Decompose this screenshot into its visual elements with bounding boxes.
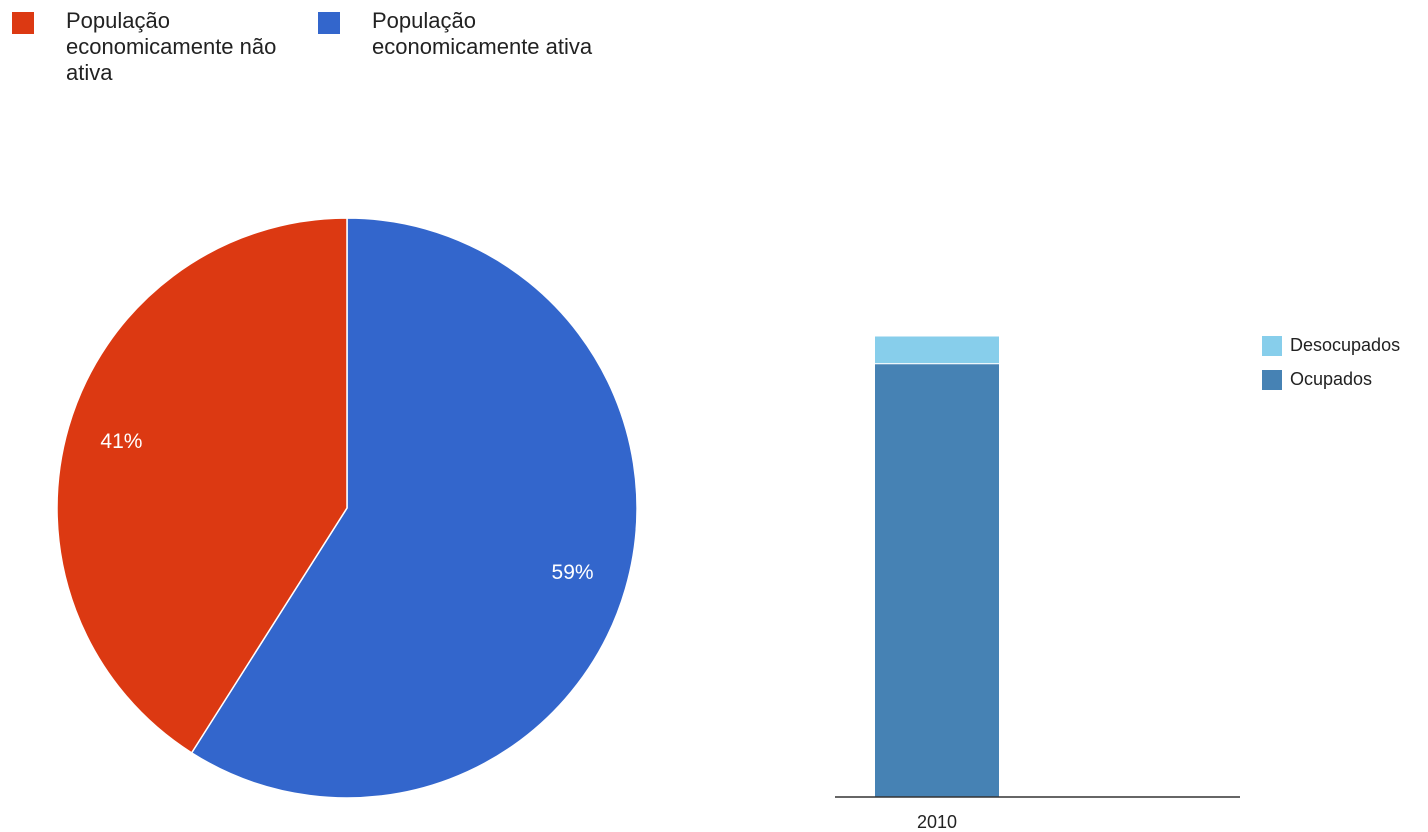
bar-segment [874,363,1000,798]
bar-segment [874,335,1000,365]
legend-label: População economicamente não ativa [66,8,277,85]
x-tick-label: 2010 [917,812,957,832]
legend-label: Desocupados [1290,335,1400,355]
slice-label: 41% [100,430,142,453]
legend-swatch [318,12,340,34]
legend-label: População economicamente ativa [372,8,593,59]
pie-slice [190,217,638,799]
legend-swatch [1262,336,1282,356]
legend-swatch [1262,370,1282,390]
legend-label: Ocupados [1290,369,1372,389]
pie-slice [56,217,348,754]
slice-label: 59% [552,561,594,584]
legend-swatch [12,12,34,34]
